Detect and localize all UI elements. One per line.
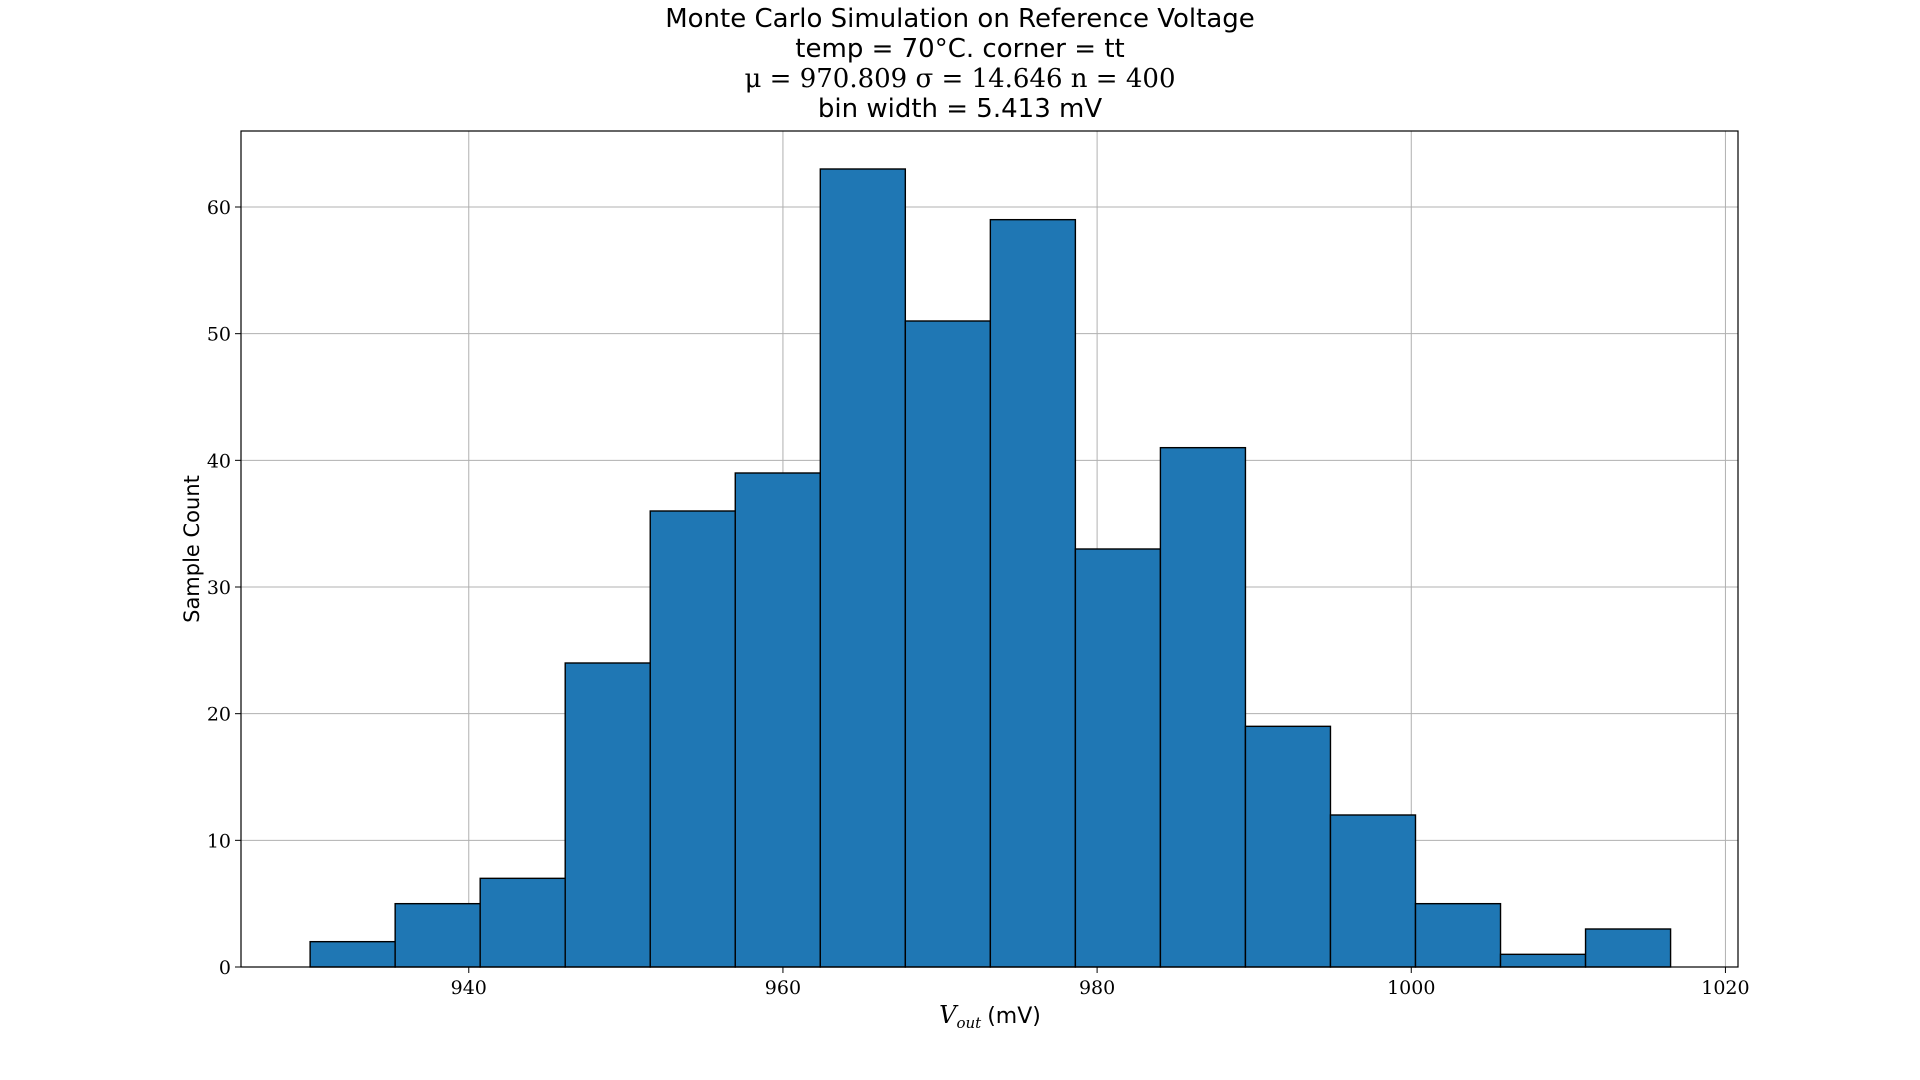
histogram-bar bbox=[734, 472, 821, 968]
x-tick-label: 980 bbox=[1079, 977, 1115, 999]
x-tick-label: 960 bbox=[765, 977, 801, 999]
y-tick-label: 0 bbox=[219, 957, 231, 979]
histogram-bar bbox=[649, 510, 736, 968]
histogram-bar bbox=[989, 218, 1077, 968]
y-tick-label: 40 bbox=[207, 450, 231, 472]
histogram-bar bbox=[1244, 725, 1332, 968]
histogram-bar bbox=[564, 662, 651, 968]
x-tick-label: 1000 bbox=[1387, 977, 1435, 999]
histogram-bar bbox=[309, 940, 396, 968]
y-tick-label: 30 bbox=[207, 577, 231, 599]
plot-frame bbox=[240, 130, 1739, 968]
chart-subtitle-line-3: bin width = 5.413 mV bbox=[817, 94, 1103, 124]
histogram-bar bbox=[1074, 548, 1162, 968]
x-axis-label: Vout (mV) bbox=[939, 1001, 1041, 1032]
x-tick-label: 940 bbox=[451, 977, 487, 999]
histogram-bar bbox=[1584, 928, 1672, 968]
histogram-bar bbox=[904, 320, 992, 968]
histogram-bar bbox=[1414, 902, 1502, 968]
histogram-bar bbox=[1329, 814, 1417, 968]
chart-subtitle-line-2: μ = 970.809 σ = 14.646 n = 400 bbox=[744, 64, 1176, 94]
histogram-bar bbox=[479, 877, 566, 968]
chart-subtitle-line-1: temp = 70°C. corner = tt bbox=[795, 34, 1125, 64]
x-axis-label-sub: out bbox=[956, 1014, 982, 1032]
y-tick-label: 50 bbox=[207, 324, 231, 346]
y-tick-label: 60 bbox=[207, 197, 231, 219]
y-tick-label: 10 bbox=[207, 830, 231, 852]
bars-layer bbox=[309, 168, 1672, 968]
x-tick-label: 1020 bbox=[1701, 977, 1749, 999]
x-axis-label-unit: (mV) bbox=[987, 1004, 1041, 1029]
y-tick-label: 20 bbox=[207, 704, 231, 726]
histogram-bar bbox=[1499, 953, 1587, 968]
histogram-bar bbox=[394, 902, 481, 968]
x-axis-label-main: V bbox=[939, 1001, 959, 1029]
histogram-bar bbox=[1159, 446, 1247, 968]
chart-title: Monte Carlo Simulation on Reference Volt… bbox=[665, 4, 1255, 34]
histogram-bar bbox=[819, 168, 907, 968]
chart-title-block: Monte Carlo Simulation on Reference Volt… bbox=[0, 4, 1920, 124]
y-axis-label: Sample Count bbox=[180, 475, 204, 623]
